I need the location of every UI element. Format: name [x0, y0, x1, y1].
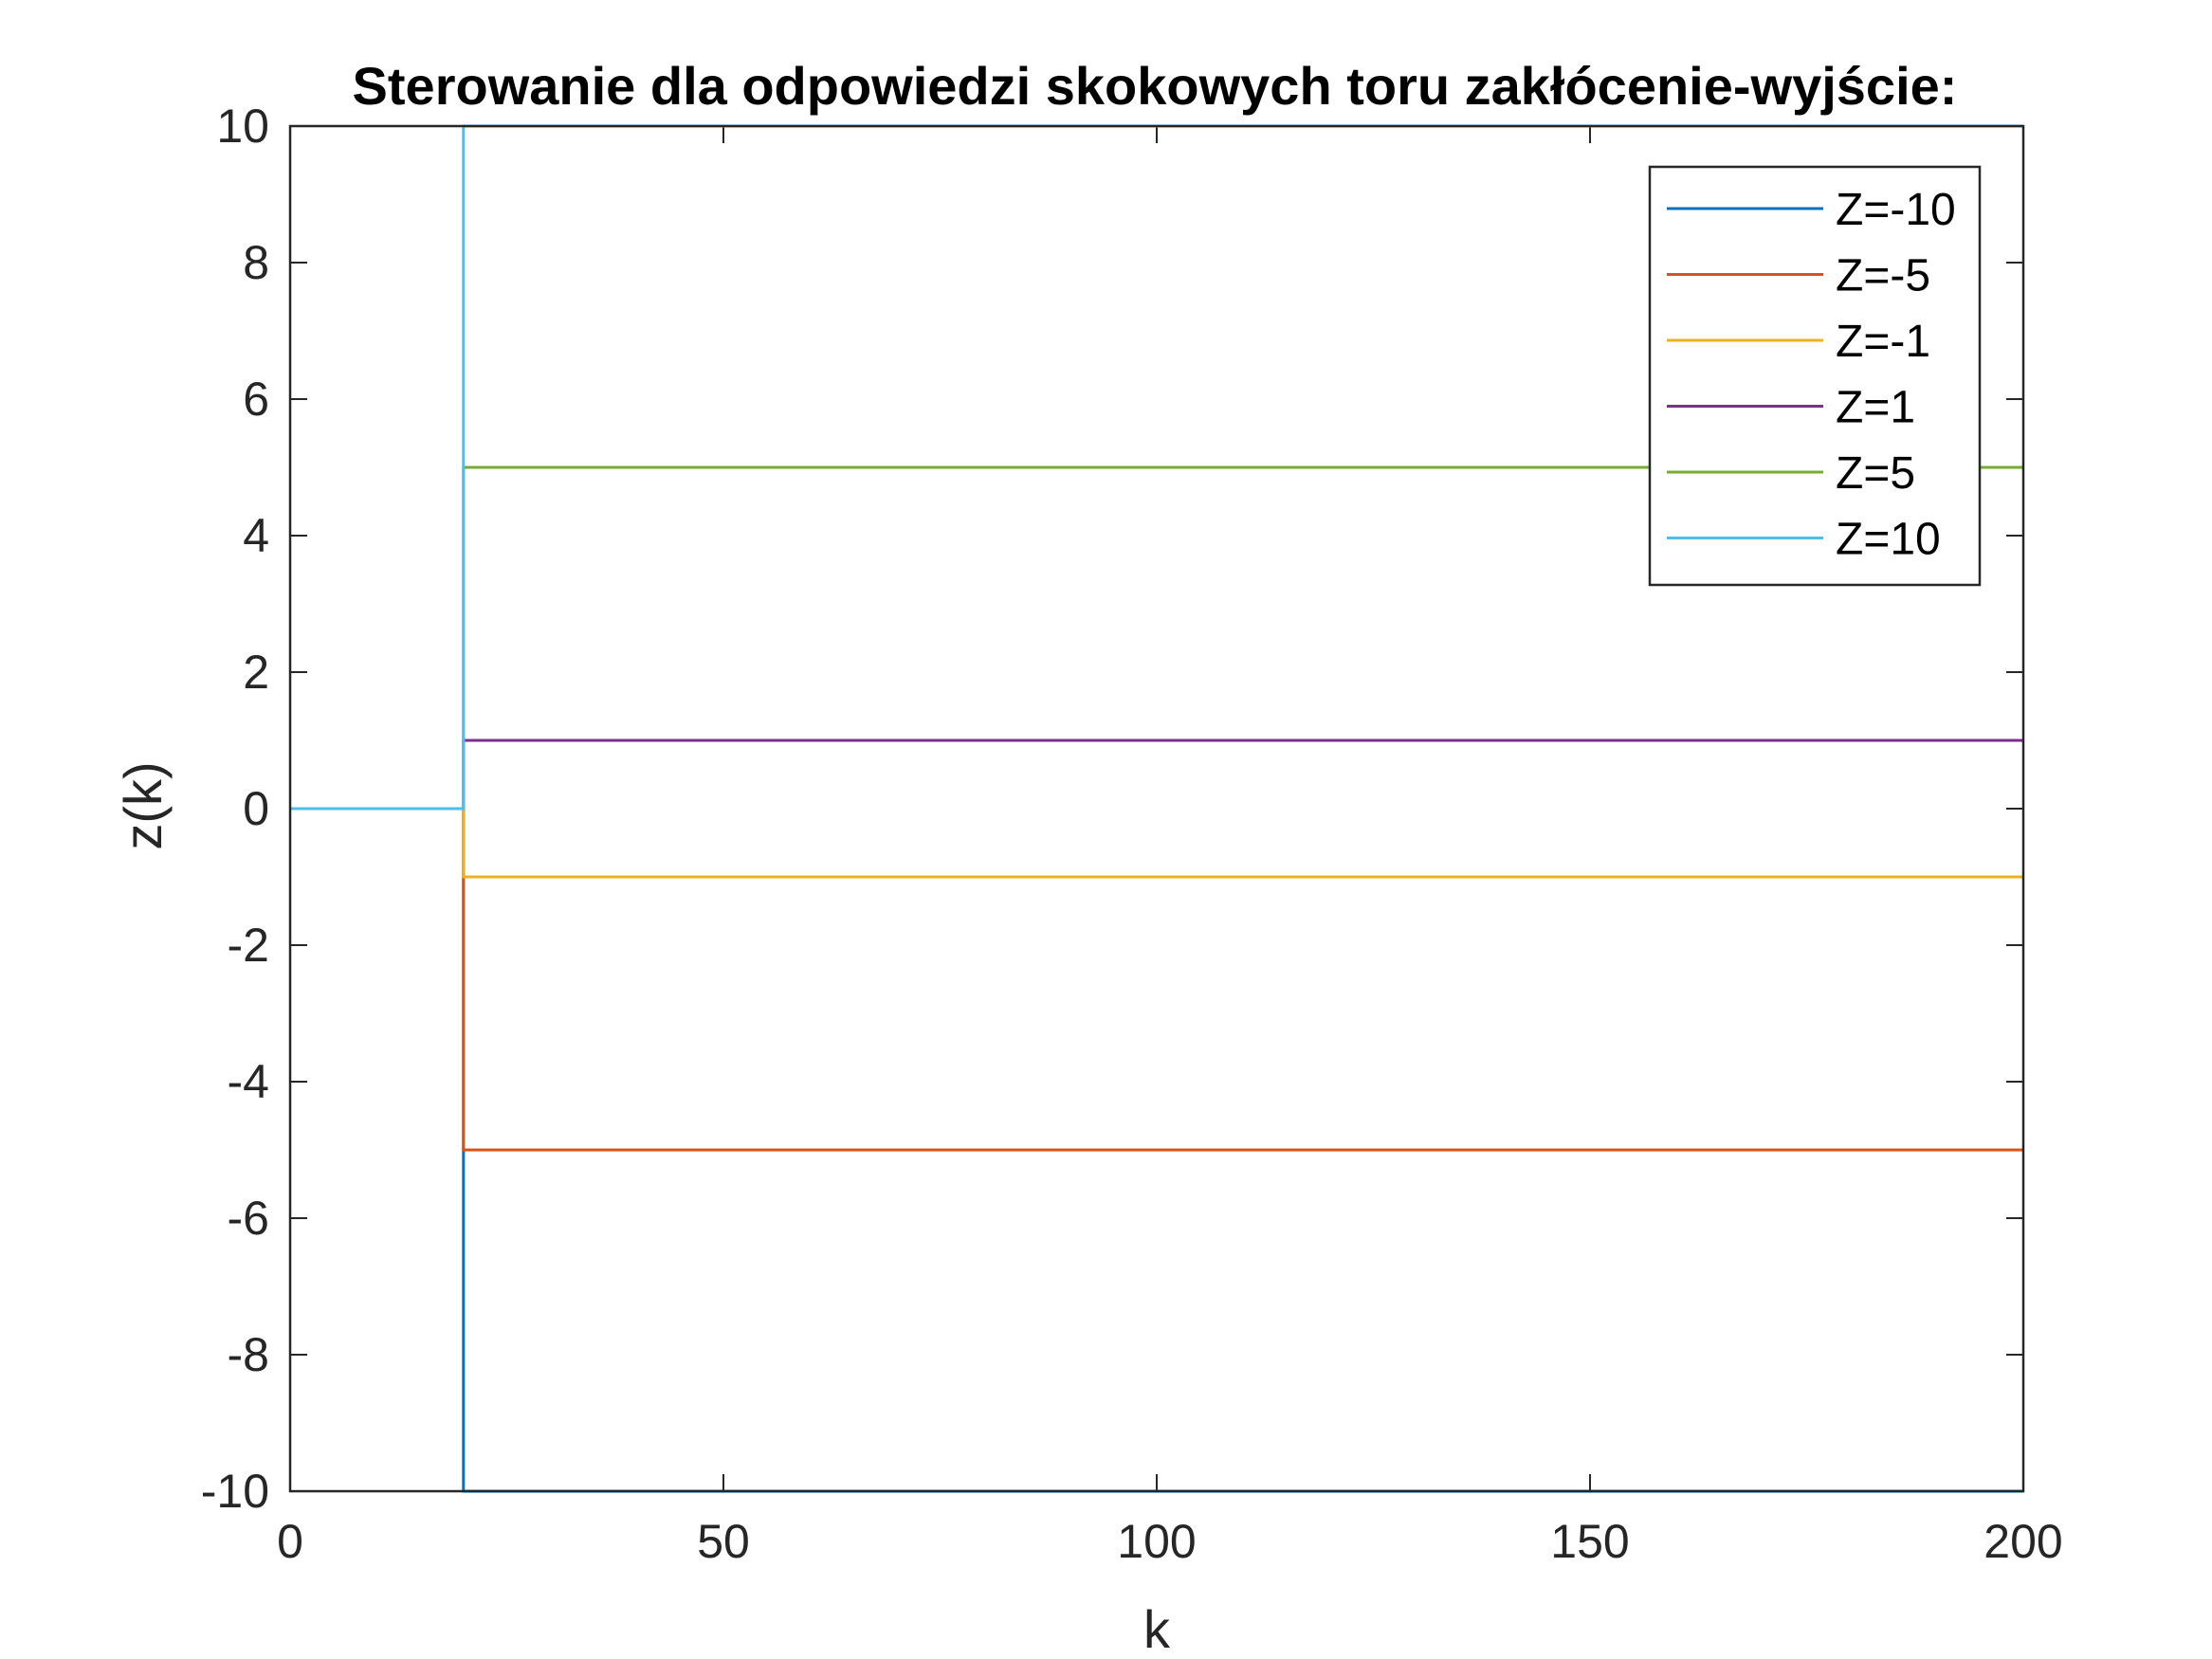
y-tick-label: 0	[243, 782, 269, 835]
axes-frame	[288, 124, 2025, 1493]
y-tick-label: -6	[228, 1192, 269, 1245]
legend-label-1: Z=-5	[1836, 251, 1930, 301]
y-tick-label: 8	[243, 236, 269, 289]
legend-label-5: Z=10	[1836, 515, 1941, 565]
y-axis-label: z(k)	[113, 761, 173, 849]
legend-label-0: Z=-10	[1836, 185, 1956, 235]
y-tick-label: 6	[243, 373, 269, 426]
y-tick-label: -8	[228, 1328, 269, 1381]
x-tick-label: 0	[277, 1515, 303, 1568]
axis-ticks: 0 50 100 150 200 -10 -8 -6 -4 -2 0 2 4 6 8 10	[201, 100, 2063, 1568]
legend-box	[1648, 165, 1982, 587]
y-tick-label: 10	[216, 100, 269, 153]
x-tick-label: 200	[1983, 1515, 2062, 1568]
legend-label-2: Z=-1	[1836, 317, 1930, 367]
x-tick-label: 100	[1117, 1515, 1196, 1568]
y-tick-label: -2	[228, 919, 269, 972]
y-tick-label: 4	[243, 509, 269, 562]
y-tick-label: -4	[228, 1055, 269, 1108]
axes-box	[288, 124, 2025, 1493]
chart-title: Sterowanie dla odpowiedzi skokowych toru…	[353, 56, 1958, 116]
legend: Z=-10 Z=-5 Z=-1 Z=1 Z=5 Z=10	[1648, 165, 1982, 587]
y-tick-label: -10	[201, 1465, 269, 1518]
legend-label-4: Z=5	[1836, 448, 1915, 499]
x-axis-label: k	[1143, 1599, 1171, 1659]
x-tick-label: 150	[1550, 1515, 1629, 1568]
y-tick-label: 2	[243, 646, 269, 699]
legend-label-3: Z=1	[1836, 383, 1915, 433]
x-tick-label: 50	[697, 1515, 750, 1568]
